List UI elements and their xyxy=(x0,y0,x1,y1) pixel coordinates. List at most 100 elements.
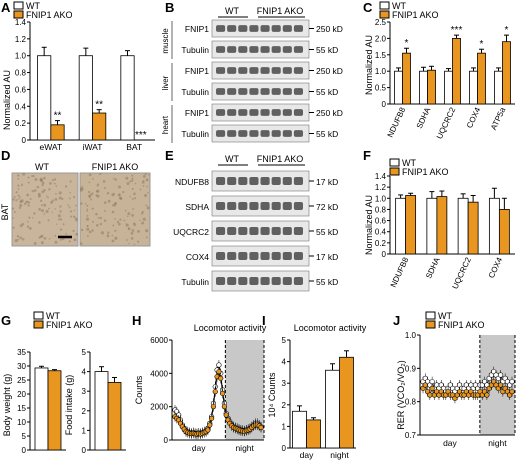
blot-e-wt-label: WT xyxy=(225,154,239,164)
blot-row: COX4 17 kD xyxy=(186,245,338,267)
x-tick-label: day xyxy=(300,450,314,460)
blot-band xyxy=(271,277,281,285)
tissue-speck xyxy=(103,210,106,212)
x-tick-label: NDUFB8 xyxy=(386,106,408,139)
blot-band xyxy=(227,46,237,53)
tissue-speck xyxy=(17,188,20,190)
y-tick-label: 0 xyxy=(282,444,287,453)
blot-band xyxy=(216,25,226,32)
tissue-speck xyxy=(86,227,90,231)
tissue-speck xyxy=(27,176,30,179)
y-tick-label: 1.0 xyxy=(375,194,387,203)
tissue-speck xyxy=(43,203,47,207)
tissue-speck xyxy=(84,202,87,205)
bar xyxy=(292,410,307,449)
bar xyxy=(469,70,478,105)
tissue-speck xyxy=(15,191,18,194)
blot-band xyxy=(238,109,248,116)
tissue-speck xyxy=(146,185,149,188)
tissue-speck xyxy=(40,241,44,245)
tissue-speck xyxy=(128,242,130,245)
y-tick-label: 0 xyxy=(164,436,169,445)
data-point xyxy=(497,372,504,378)
significance-mark: * xyxy=(480,39,484,50)
y-tick-label: 0.8 xyxy=(15,69,27,78)
tissue-speck xyxy=(53,182,56,185)
tissue-speck xyxy=(65,185,68,188)
tissue-speck xyxy=(90,198,93,201)
tissue-speck xyxy=(139,188,142,191)
bar xyxy=(444,70,453,105)
y-tick-label: 35 xyxy=(17,348,26,357)
ylabel-f: Normalized AU xyxy=(364,195,374,255)
blot-band xyxy=(238,88,248,95)
x-tick-label: eWAT xyxy=(39,142,62,152)
tissue-speck xyxy=(87,190,91,194)
y-tick-label: 0.5 xyxy=(375,84,387,93)
tissue-speck xyxy=(95,190,98,193)
tissue-speck xyxy=(43,213,46,215)
legend-g-ko: FNIP1 AKO xyxy=(46,320,93,330)
title-h: Locomotor activity xyxy=(194,323,267,333)
tissue-speck xyxy=(113,193,115,195)
data-point xyxy=(219,390,226,396)
tissue-speck xyxy=(131,213,134,217)
data-point xyxy=(207,422,213,428)
data-point xyxy=(427,392,433,398)
tissue-speck xyxy=(86,204,89,207)
bar xyxy=(419,70,428,105)
tissue-speck xyxy=(14,239,18,243)
tissue-speck xyxy=(36,185,40,189)
blot-band xyxy=(260,130,270,137)
tissue-speck xyxy=(88,230,92,234)
tissue-speck xyxy=(41,181,45,185)
tissue-speck xyxy=(59,210,62,213)
blot-band xyxy=(216,46,226,53)
tissue-speck xyxy=(106,234,110,238)
data-point xyxy=(484,392,490,398)
tissue-speck xyxy=(26,200,29,203)
tissue-speck xyxy=(131,187,134,190)
tissue-speck xyxy=(17,238,20,241)
legend-g: WT FNIP1 AKO xyxy=(33,311,93,330)
blot-band xyxy=(293,202,303,210)
tissue-speck xyxy=(31,174,34,178)
ylabel-g2: Food intake (g) xyxy=(64,375,74,436)
blot-b-ko-label: FNIP1 AKO xyxy=(257,6,304,16)
blot-band xyxy=(238,227,248,235)
tissue-speck xyxy=(127,227,131,231)
tissue-speck xyxy=(48,188,51,191)
tissue-speck xyxy=(103,186,106,189)
blot-band xyxy=(249,277,259,285)
significance-mark: ** xyxy=(54,111,62,122)
blot-row: FNIP1 250 kD xyxy=(185,19,343,38)
tissue-speck xyxy=(41,183,44,187)
bar xyxy=(47,370,62,451)
x-label-night: night xyxy=(235,443,254,453)
tissue-speck xyxy=(67,204,70,207)
y-tick-label: 15 xyxy=(17,404,26,413)
bar xyxy=(452,38,461,105)
panel-label-a: A xyxy=(1,0,11,15)
tissue-speck xyxy=(75,232,79,236)
tissue-speck xyxy=(95,212,98,216)
y-tick-label: 4 xyxy=(282,358,287,367)
blot-band xyxy=(249,109,259,116)
tissue-speck xyxy=(19,236,22,240)
tissue-speck xyxy=(11,207,15,210)
blot-band xyxy=(293,252,303,260)
data-point xyxy=(497,382,504,388)
y-tick-label: 0.2 xyxy=(15,119,27,128)
tissue-speck xyxy=(96,194,100,198)
tissue-speck xyxy=(17,174,20,177)
blot-band xyxy=(293,109,303,116)
x-tick-label: ATP5a xyxy=(489,106,507,132)
y-tick-label: 2 xyxy=(282,401,287,410)
blot-band xyxy=(260,177,270,185)
tissue-speck xyxy=(86,208,89,210)
x-tick-label: NDUFB8 xyxy=(389,256,411,289)
tissue-speck xyxy=(114,178,117,181)
bar xyxy=(339,356,354,449)
panel-label-e: E xyxy=(165,148,174,163)
tissue-speck xyxy=(51,179,54,182)
